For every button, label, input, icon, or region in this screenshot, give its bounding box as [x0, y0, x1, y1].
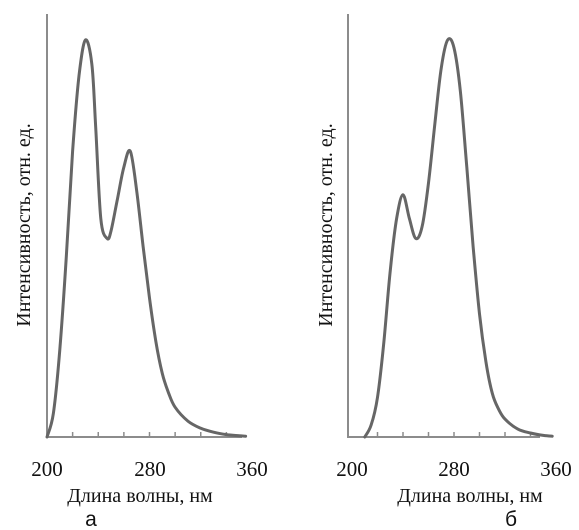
- panel-a-x-ticks: [71, 432, 228, 437]
- panel-a-tick-label-360: 360: [236, 457, 268, 481]
- panel-a-letter: а: [85, 508, 97, 530]
- panel-b-axes: [347, 14, 540, 438]
- panel-a-tick-label-200: 200: [31, 457, 63, 481]
- panel-a: 200 280 360 Длина волны, нм Интенсивност…: [13, 14, 268, 530]
- panel-b-tick-label-280: 280: [438, 457, 470, 481]
- panel-b-spectrum-line: [363, 37, 554, 439]
- panel-a-axes: [46, 14, 242, 438]
- panel-a-x-axis-label: Длина волны, нм: [67, 485, 213, 507]
- panel-b-tick-label-360: 360: [540, 457, 572, 481]
- panel-a-y-axis-label: Интенсивность, отн. ед.: [13, 123, 35, 326]
- panel-b-x-axis-label: Длина волны, нм: [397, 485, 543, 507]
- panel-b: 200 280 360 Длина волны, нм Интенсивност…: [315, 14, 572, 530]
- panel-b-y-axis-label: Интенсивность, отн. ед.: [315, 123, 337, 326]
- panel-a-tick-label-280: 280: [134, 457, 166, 481]
- panel-b-tick-label-200: 200: [336, 457, 368, 481]
- panel-b-letter: б: [505, 508, 517, 530]
- panel-a-spectrum-line: [45, 38, 248, 439]
